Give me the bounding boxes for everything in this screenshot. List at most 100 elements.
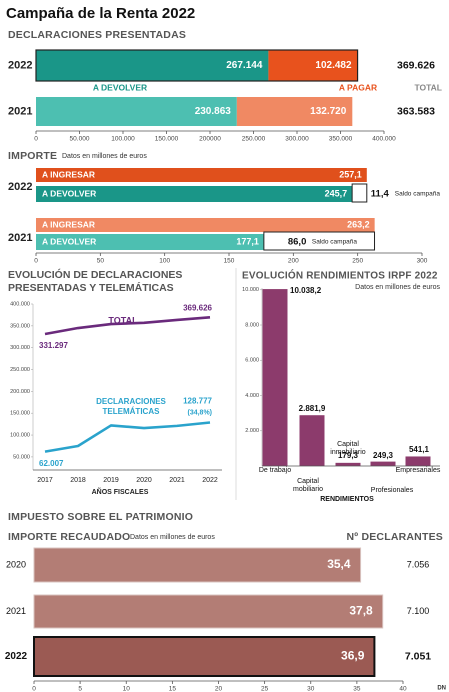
- line: [44, 315, 211, 336]
- value-label: 36,9: [341, 649, 365, 663]
- series-label: DECLARACIONES TELEMÁTICAS: [96, 397, 166, 416]
- category-label: 2022: [8, 59, 32, 71]
- saldo-label: Saldo campaña: [312, 239, 358, 246]
- value-label: 132.720: [310, 106, 347, 117]
- y-tick-label: 100.000: [10, 433, 30, 439]
- y-tick-label: 10.000: [242, 287, 259, 293]
- x-tick-label: 50.000: [70, 136, 90, 143]
- y-tick-label: 4.000: [245, 393, 259, 399]
- bar: [370, 461, 396, 466]
- x-tick-label: Capital inmobiliario: [330, 441, 366, 457]
- total-label: 369.626: [397, 59, 435, 71]
- x-tick-label: 150: [224, 258, 235, 265]
- x-tick-label: Profesionales: [370, 487, 414, 494]
- value-label: 249,3: [373, 451, 394, 460]
- value-label: 37,8: [349, 604, 373, 618]
- value-label: 257,1: [339, 169, 362, 179]
- x-tick-label: 30: [307, 686, 315, 692]
- x-tick-label: 50: [97, 258, 105, 265]
- bar: [36, 168, 367, 182]
- saldo-value: 11,4: [371, 189, 390, 200]
- x-tick-label: 300.000: [285, 136, 309, 143]
- series-label: A INGRESAR: [42, 219, 95, 229]
- x-tick-label: 35: [353, 686, 361, 692]
- saldo-box: [351, 183, 368, 203]
- chart-title: EVOLUCIÓN RENDIMIENTOS IRPF 2022: [242, 269, 438, 282]
- x-tick-label: Empresariales: [395, 467, 441, 474]
- bar-segment: [236, 97, 353, 126]
- bar-segment: [36, 97, 237, 126]
- x-tick-label: 150.000: [155, 136, 179, 143]
- y-tick-label: 2.000: [245, 428, 259, 434]
- x-tick-label: 0: [34, 258, 38, 265]
- value-label: 245,7: [325, 188, 348, 198]
- bar: [33, 636, 376, 677]
- series-label: TOTAL: [108, 315, 138, 325]
- x-tick-label: 200000: [199, 136, 221, 143]
- x-tick-label: 200: [288, 258, 299, 265]
- bar: [33, 594, 384, 629]
- bar-outline: [35, 49, 359, 82]
- x-axis-label: AÑOS FISCALES: [92, 487, 149, 496]
- y-tick-label: 350.000: [10, 323, 30, 329]
- bar: [36, 234, 264, 250]
- y-tick-label: 8.000: [245, 322, 259, 328]
- legend-label: A PAGAR: [339, 82, 377, 92]
- chart-title: EVOLUCIÓN DE DECLARACIONES PRESENTADAS Y…: [8, 269, 183, 294]
- y-tick-label: 400.000: [10, 301, 30, 307]
- bar-segment: [36, 50, 269, 81]
- y-tick-label: 50.000: [13, 454, 30, 460]
- page-title: Campaña de la Renta 2022: [6, 5, 195, 22]
- category-label: 2021: [8, 105, 32, 117]
- category-label: 2021: [8, 232, 32, 244]
- value-label: 369.626: [183, 303, 212, 312]
- x-tick-label: 0: [32, 686, 36, 692]
- x-tick-label: 40: [399, 686, 407, 692]
- declarants-value: 7.056: [407, 559, 430, 569]
- line: [44, 421, 211, 453]
- declarants-value: 7.100: [407, 606, 430, 616]
- series-label: A DEVOLVER: [42, 188, 96, 198]
- value-label: 35,4: [327, 557, 351, 571]
- value-label: 177,1: [236, 236, 259, 246]
- x-tick-label: 2021: [169, 477, 185, 484]
- x-tick-label: 100.000: [111, 136, 135, 143]
- bar: [335, 462, 361, 466]
- x-tick-label: 10: [123, 686, 131, 692]
- x-tick-label: 2020: [136, 477, 152, 484]
- x-tick-label: 15: [169, 686, 177, 692]
- x-tick-label: 300: [417, 258, 428, 265]
- chart-title: IMPORTE RECAUDADO: [8, 531, 130, 543]
- category-label: 2022: [5, 651, 28, 662]
- x-tick-label: 100: [159, 258, 170, 265]
- value-label: 62.007: [39, 459, 64, 468]
- chart-subtitle: Datos en millones de euros: [62, 153, 147, 160]
- series-label: A INGRESAR: [42, 169, 95, 179]
- bar: [405, 456, 431, 466]
- value-label: 128.777: [183, 397, 212, 406]
- bar: [262, 289, 288, 466]
- bar: [36, 186, 353, 202]
- x-axis-label: RENDIMIENTOS: [320, 496, 374, 503]
- total-label: 363.583: [397, 105, 435, 117]
- saldo-value: 86,0: [288, 237, 307, 248]
- x-tick-label: 20: [215, 686, 223, 692]
- bar: [299, 415, 325, 466]
- y-tick-label: 300.000: [10, 345, 30, 351]
- x-tick-label: 25: [261, 686, 269, 692]
- saldo-box: [263, 231, 376, 251]
- x-tick-label: 2019: [103, 477, 119, 484]
- value-label: 2.881,9: [299, 404, 326, 413]
- x-tick-label: 2022: [202, 477, 218, 484]
- chart-subtitle: Datos en millones de euros: [130, 534, 215, 541]
- chart-title: IMPORTE: [8, 150, 57, 162]
- x-tick-label: 2017: [37, 477, 53, 484]
- legend-label: TOTAL: [414, 82, 442, 92]
- category-label: 2022: [8, 181, 32, 193]
- x-tick-label: 250.000: [242, 136, 266, 143]
- value-label: 541,1: [409, 445, 430, 454]
- saldo-label: Saldo campaña: [395, 191, 441, 198]
- y-tick-label: 150.000: [10, 411, 30, 417]
- value-label: 263,2: [347, 219, 370, 229]
